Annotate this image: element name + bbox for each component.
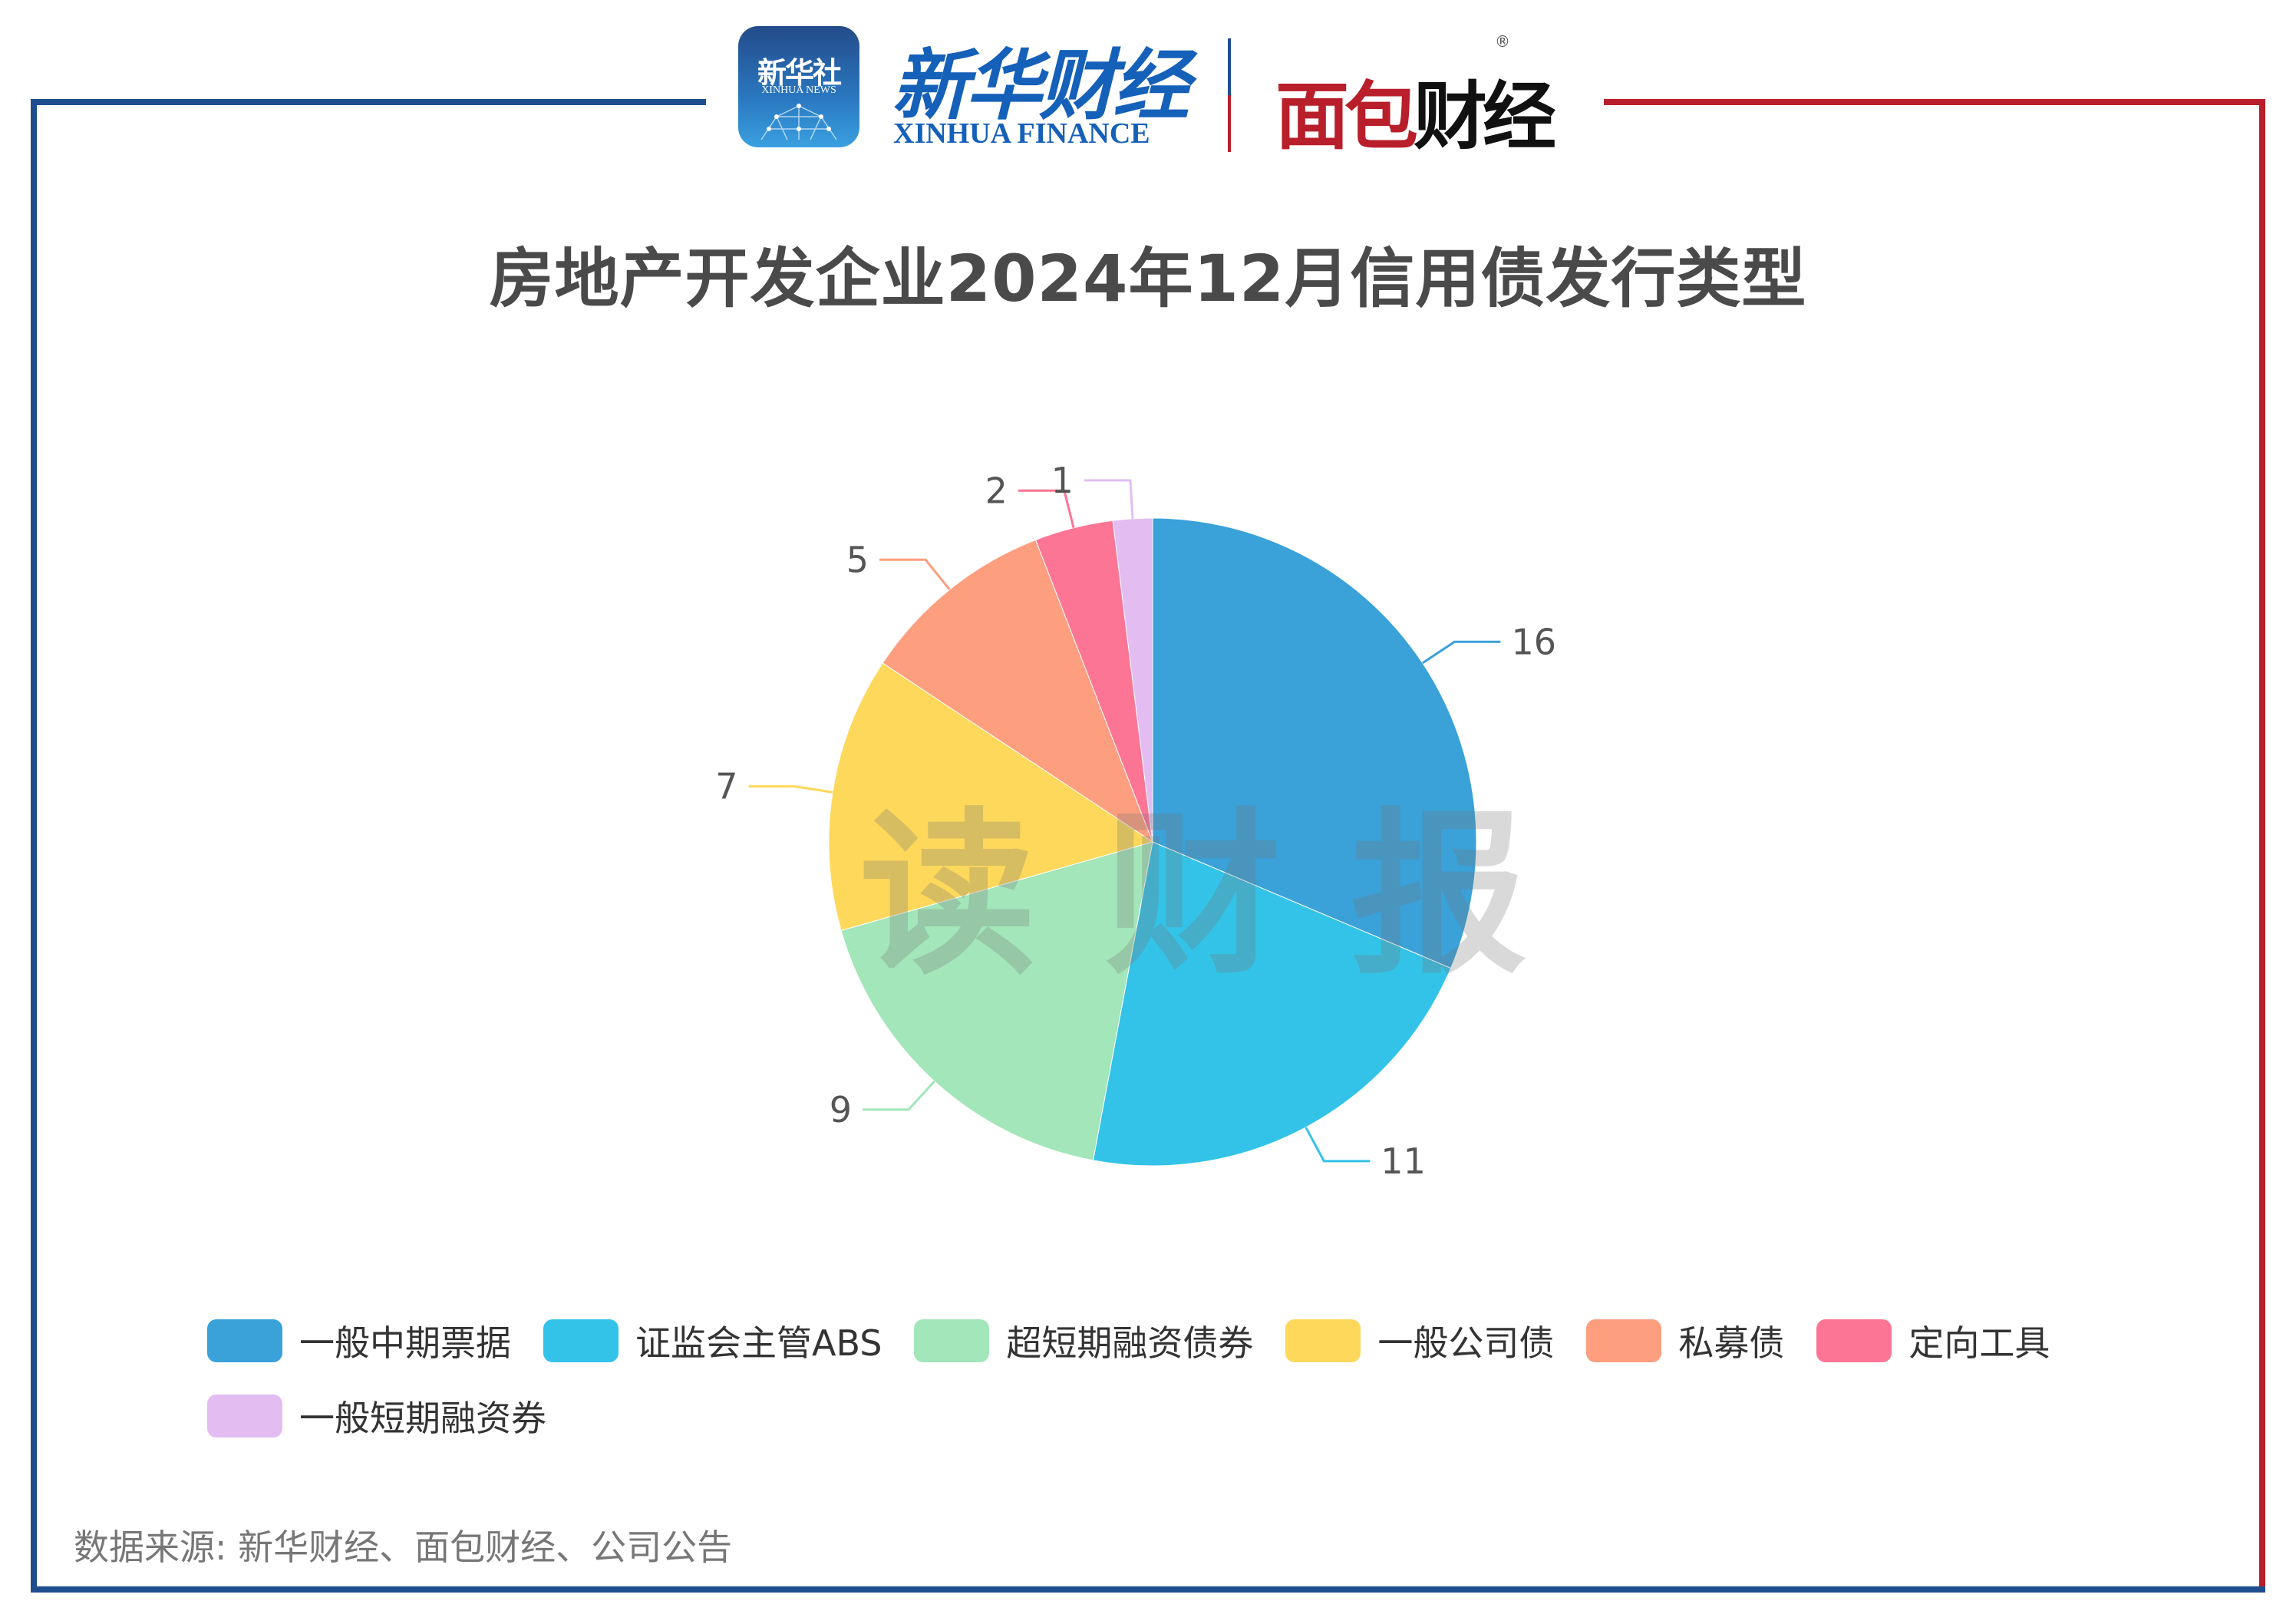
legend-row-2: 一般短期融资券 — [207, 1389, 579, 1443]
legend-item-directional-instrument[interactable]: 定向工具 — [1816, 1314, 2050, 1368]
legend-item-csrc-abs[interactable]: 证监会主管ABS — [543, 1314, 882, 1368]
label-leader-line — [1018, 489, 1075, 529]
data-label: 16 — [1511, 621, 1556, 662]
pie-slice[interactable] — [1112, 517, 1153, 843]
frame-top-blue-line — [31, 99, 706, 105]
network-icon — [760, 104, 837, 140]
legend-swatch — [207, 1395, 282, 1438]
mianbao-finance-logo: 面包财经 — [1275, 57, 1556, 163]
data-label: 11 — [1381, 1140, 1426, 1182]
pie-slice[interactable] — [840, 841, 1153, 1161]
label-leader-line — [748, 785, 833, 794]
data-label: 2 — [985, 470, 1008, 511]
legend-item-super-short-term[interactable]: 超短期融资债券 — [914, 1314, 1253, 1368]
label-leader-line — [863, 1080, 935, 1111]
data-label: 5 — [846, 539, 869, 580]
logo-divider — [1228, 38, 1231, 152]
registered-mark: ® — [1495, 32, 1510, 51]
pie-slice[interactable] — [1092, 841, 1452, 1167]
legend-item-corporate-bond[interactable]: 一般公司债 — [1285, 1314, 1554, 1368]
frame-right-border — [2259, 99, 2265, 1593]
frame-bottom-border — [31, 1586, 2265, 1593]
frame-left-border — [31, 99, 37, 1593]
chart-title: 房地产开发企业2024年12月信用债发行类型 — [489, 241, 1807, 316]
label-leader-line — [879, 558, 951, 591]
xinhua-app-cn: 新华社 — [757, 56, 842, 90]
xinhua-finance-logo-en: XINHUA FINANCE — [893, 117, 1150, 150]
legend-item-medium-term-notes[interactable]: 一般中期票据 — [207, 1314, 511, 1368]
legend-label: 超短期融资债券 — [1006, 1322, 1254, 1364]
data-label: 9 — [830, 1089, 852, 1131]
xinhua-app-en: XINHUA NEWS — [761, 84, 836, 96]
data-label: 1 — [1051, 460, 1074, 501]
pie-slice[interactable] — [882, 539, 1154, 843]
xinhua-finance-logo-cn: 新华财经 — [892, 40, 1189, 130]
xinhua-news-app-icon: 新华社 XINHUA NEWS — [738, 26, 859, 147]
logo-bar: 新华社 XINHUA NEWS 新华财经 XINHUA FINANCE 面包财经… — [738, 21, 1575, 160]
pie-slice[interactable] — [1152, 517, 1477, 969]
legend-label: 私募债 — [1678, 1322, 1785, 1364]
legend-swatch — [1816, 1319, 1892, 1362]
legend-label: 一般中期票据 — [299, 1322, 511, 1364]
frame-top-red-line — [1604, 99, 2265, 105]
legend-label: 一般短期融资券 — [299, 1398, 546, 1439]
legend-swatch — [914, 1319, 990, 1362]
label-leader-line — [1421, 640, 1501, 665]
legend-row-1: 一般中期票据 证监会主管ABS 超短期融资债券 一般公司债 私募债 定向工具 — [207, 1314, 2082, 1368]
legend-label: 定向工具 — [1908, 1322, 2050, 1364]
data-label: 7 — [715, 766, 737, 807]
legend-swatch — [1285, 1319, 1361, 1362]
label-leader-line — [1305, 1127, 1371, 1163]
data-source-note: 数据来源: 新华财经、面包财经、公司公告 — [74, 1527, 733, 1568]
mianbao-logo-left: 面包 — [1275, 74, 1418, 160]
legend-item-private-bond[interactable]: 私募债 — [1586, 1314, 1784, 1368]
legend-swatch — [207, 1319, 282, 1362]
legend-item-short-term-financing[interactable]: 一般短期融资券 — [207, 1389, 546, 1443]
legend-swatch — [543, 1319, 619, 1362]
mianbao-logo-right: 财经 — [1414, 74, 1556, 160]
legend-swatch — [1586, 1319, 1662, 1362]
label-leader-line — [1084, 479, 1134, 519]
legend-label: 一般公司债 — [1377, 1322, 1555, 1364]
legend-label: 证监会主管ABS — [635, 1322, 882, 1364]
